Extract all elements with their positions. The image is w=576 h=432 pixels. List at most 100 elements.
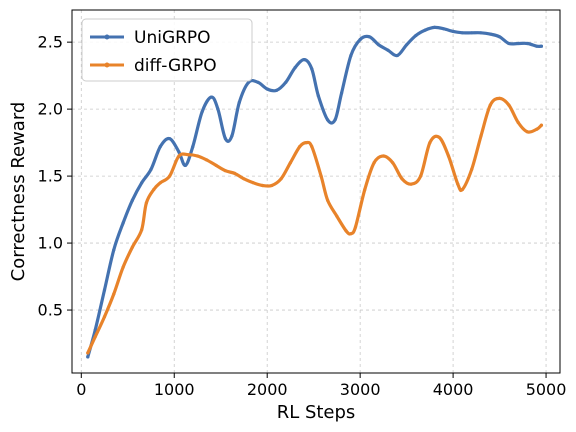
data-point-diff-grpo — [214, 163, 218, 167]
data-point-unigrpo — [274, 88, 279, 92]
data-point-unigrpo — [535, 44, 539, 48]
data-point-diff-grpo — [516, 120, 520, 125]
data-point-unigrpo — [183, 163, 187, 167]
data-point-unigrpo — [498, 35, 502, 39]
data-point-unigrpo — [367, 35, 371, 39]
data-point-unigrpo — [395, 53, 399, 58]
data-point-diff-grpo — [140, 228, 144, 232]
data-point-diff-grpo — [488, 103, 492, 107]
data-point-unigrpo — [386, 48, 390, 52]
data-point-unigrpo — [326, 118, 330, 122]
data-point-unigrpo — [310, 67, 314, 71]
data-point-unigrpo — [223, 137, 227, 141]
data-point-diff-grpo — [460, 187, 464, 192]
y-axis-label: Correctness Reward — [8, 102, 29, 282]
data-point-unigrpo — [525, 41, 530, 46]
data-point-unigrpo — [507, 41, 511, 46]
legend: UniGRPO diff-GRPO — [81, 18, 253, 82]
y-tick-label: 2.0 — [38, 100, 63, 119]
data-point-diff-grpo — [144, 201, 148, 205]
x-axis-label: RL Steps — [277, 402, 356, 423]
data-point-unigrpo — [102, 288, 107, 292]
data-point-diff-grpo — [535, 127, 539, 131]
data-point-unigrpo — [237, 100, 241, 104]
data-point-diff-grpo — [251, 181, 255, 185]
data-point-unigrpo — [460, 31, 464, 35]
data-point-diff-grpo — [177, 154, 181, 158]
x-tick-label: 5000 — [526, 380, 567, 399]
data-point-diff-grpo — [507, 103, 511, 107]
x-tick-label: 1000 — [154, 380, 195, 399]
data-point-unigrpo — [316, 94, 320, 98]
data-point-unigrpo — [349, 53, 353, 58]
data-point-unigrpo — [539, 44, 544, 48]
data-point-diff-grpo — [391, 161, 395, 165]
data-point-diff-grpo — [270, 183, 274, 188]
data-point-diff-grpo — [158, 181, 162, 185]
y-tick-label: 2.5 — [38, 33, 63, 52]
y-tick-label: 0.5 — [38, 301, 63, 320]
data-point-unigrpo — [256, 80, 260, 84]
data-point-unigrpo — [284, 80, 288, 84]
axis-ticks: 0 1000 2000 3000 4000 5000 0.5 1.0 1.5 2.0 2.5 — [38, 33, 567, 399]
data-point-unigrpo — [442, 27, 446, 31]
data-point-unigrpo — [168, 137, 172, 141]
data-point-unigrpo — [130, 198, 134, 202]
data-point-unigrpo — [121, 221, 125, 225]
data-point-unigrpo — [333, 118, 337, 122]
data-point-diff-grpo — [363, 187, 367, 192]
legend-label-unigrpo: UniGRPO — [134, 28, 211, 48]
data-point-diff-grpo — [242, 177, 246, 181]
data-point-diff-grpo — [419, 174, 423, 178]
data-point-unigrpo — [200, 110, 204, 114]
data-point-diff-grpo — [381, 154, 385, 158]
data-point-unigrpo — [265, 87, 269, 91]
data-point-diff-grpo — [195, 154, 200, 158]
data-point-diff-grpo — [498, 96, 502, 100]
data-point-diff-grpo — [288, 161, 292, 165]
data-point-diff-grpo — [93, 335, 97, 339]
data-point-unigrpo — [405, 43, 409, 47]
data-point-diff-grpo — [372, 161, 376, 165]
data-point-unigrpo — [479, 31, 483, 35]
data-point-diff-grpo — [344, 229, 348, 233]
data-point-diff-grpo — [319, 174, 323, 178]
series-lines — [86, 25, 544, 359]
plot-frame — [71, 9, 561, 374]
data-point-unigrpo — [293, 66, 297, 70]
data-point-diff-grpo — [326, 198, 330, 202]
data-point-unigrpo — [470, 31, 474, 35]
data-point-diff-grpo — [186, 153, 190, 157]
data-point-diff-grpo — [335, 214, 339, 218]
data-point-unigrpo — [302, 58, 306, 62]
data-point-diff-grpo — [310, 145, 314, 149]
data-point-diff-grpo — [279, 177, 283, 181]
x-tick-label: 3000 — [340, 380, 381, 399]
data-point-unigrpo — [358, 37, 362, 42]
data-point-unigrpo — [149, 167, 153, 171]
data-point-diff-grpo — [479, 134, 483, 138]
data-point-unigrpo — [191, 145, 195, 149]
legend-marker-unigrpo — [104, 34, 110, 40]
legend-marker-diff-grpo — [104, 62, 110, 68]
y-tick-label: 1.5 — [38, 167, 63, 186]
data-point-diff-grpo — [409, 182, 413, 186]
data-point-diff-grpo — [86, 351, 90, 355]
data-point-diff-grpo — [525, 130, 530, 134]
data-point-unigrpo — [377, 43, 381, 47]
data-point-unigrpo — [112, 248, 116, 252]
data-point-diff-grpo — [400, 177, 404, 181]
data-point-diff-grpo — [168, 174, 172, 178]
data-point-diff-grpo — [446, 154, 451, 158]
data-point-unigrpo — [209, 95, 213, 99]
data-point-unigrpo — [158, 145, 162, 149]
data-point-diff-grpo — [353, 225, 358, 229]
data-point-unigrpo — [516, 41, 520, 46]
x-tick-label: 2000 — [247, 380, 288, 399]
data-point-diff-grpo — [304, 141, 308, 145]
data-point-unigrpo — [451, 29, 455, 33]
data-point-unigrpo — [340, 91, 344, 95]
data-point-unigrpo — [432, 25, 437, 29]
data-point-diff-grpo — [470, 167, 474, 171]
data-point-diff-grpo — [205, 158, 209, 162]
